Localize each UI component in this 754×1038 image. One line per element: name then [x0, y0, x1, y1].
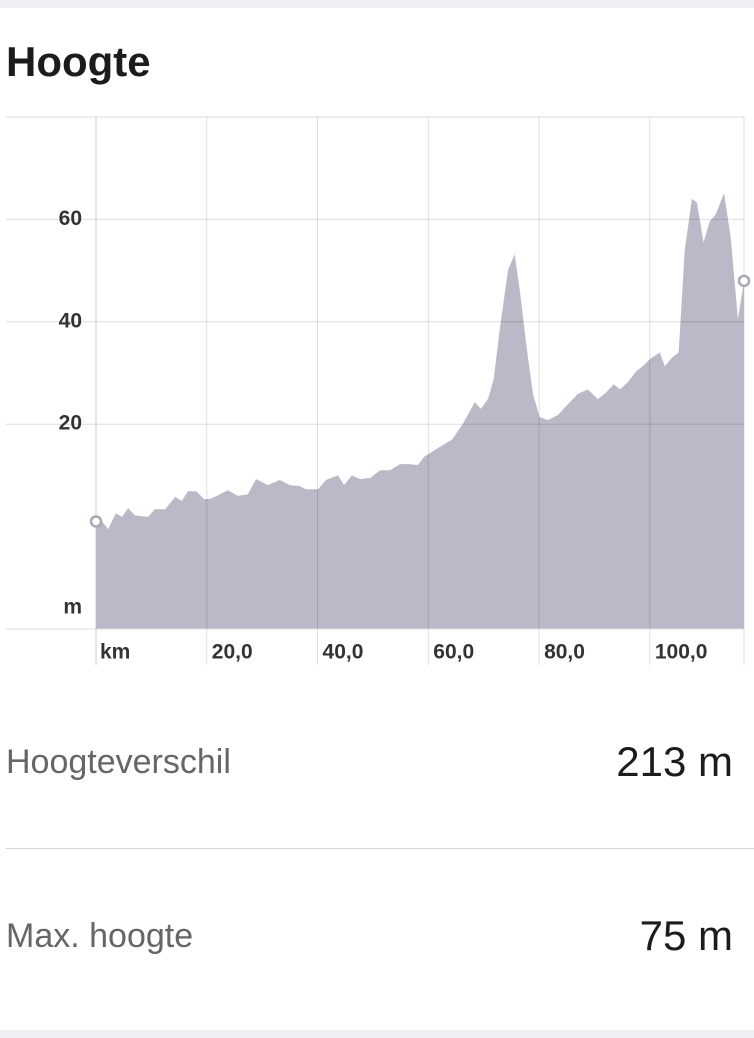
endpoint-marker: [89, 515, 103, 528]
y-tick-label: 40: [59, 309, 82, 332]
elevation-area: [96, 193, 744, 629]
x-axis-label: km: [100, 641, 130, 664]
stat-label: Max. hoogte: [6, 916, 194, 955]
x-tick-label: 40,0: [323, 641, 364, 664]
x-tick-label: 100,0: [655, 641, 708, 664]
stat-label: Hoogteverschil: [6, 742, 231, 781]
chart: 20 40 60 20,0 40,0 60,0 80,0 100,0 kmm: [6, 116, 751, 665]
stat-row: Max. hoogte 75 m: [6, 912, 733, 960]
stat-row: Hoogteverschil 213 m: [6, 738, 733, 786]
stat-value: 213 m: [616, 738, 733, 785]
y-tick-label: 60: [59, 207, 82, 230]
top-strip: [0, 0, 754, 8]
x-tick-label: 80,0: [544, 641, 585, 664]
y-axis-label: m: [63, 596, 82, 619]
x-tick-label: 20,0: [212, 641, 253, 664]
divider: [6, 848, 754, 849]
section-title: Hoogte: [6, 38, 151, 85]
x-tick-label: 60,0: [433, 641, 474, 664]
endpoint-marker: [737, 274, 751, 288]
y-tick-label: 20: [59, 412, 82, 435]
bottom-strip: [0, 1030, 754, 1038]
stat-value: 75 m: [639, 912, 733, 959]
